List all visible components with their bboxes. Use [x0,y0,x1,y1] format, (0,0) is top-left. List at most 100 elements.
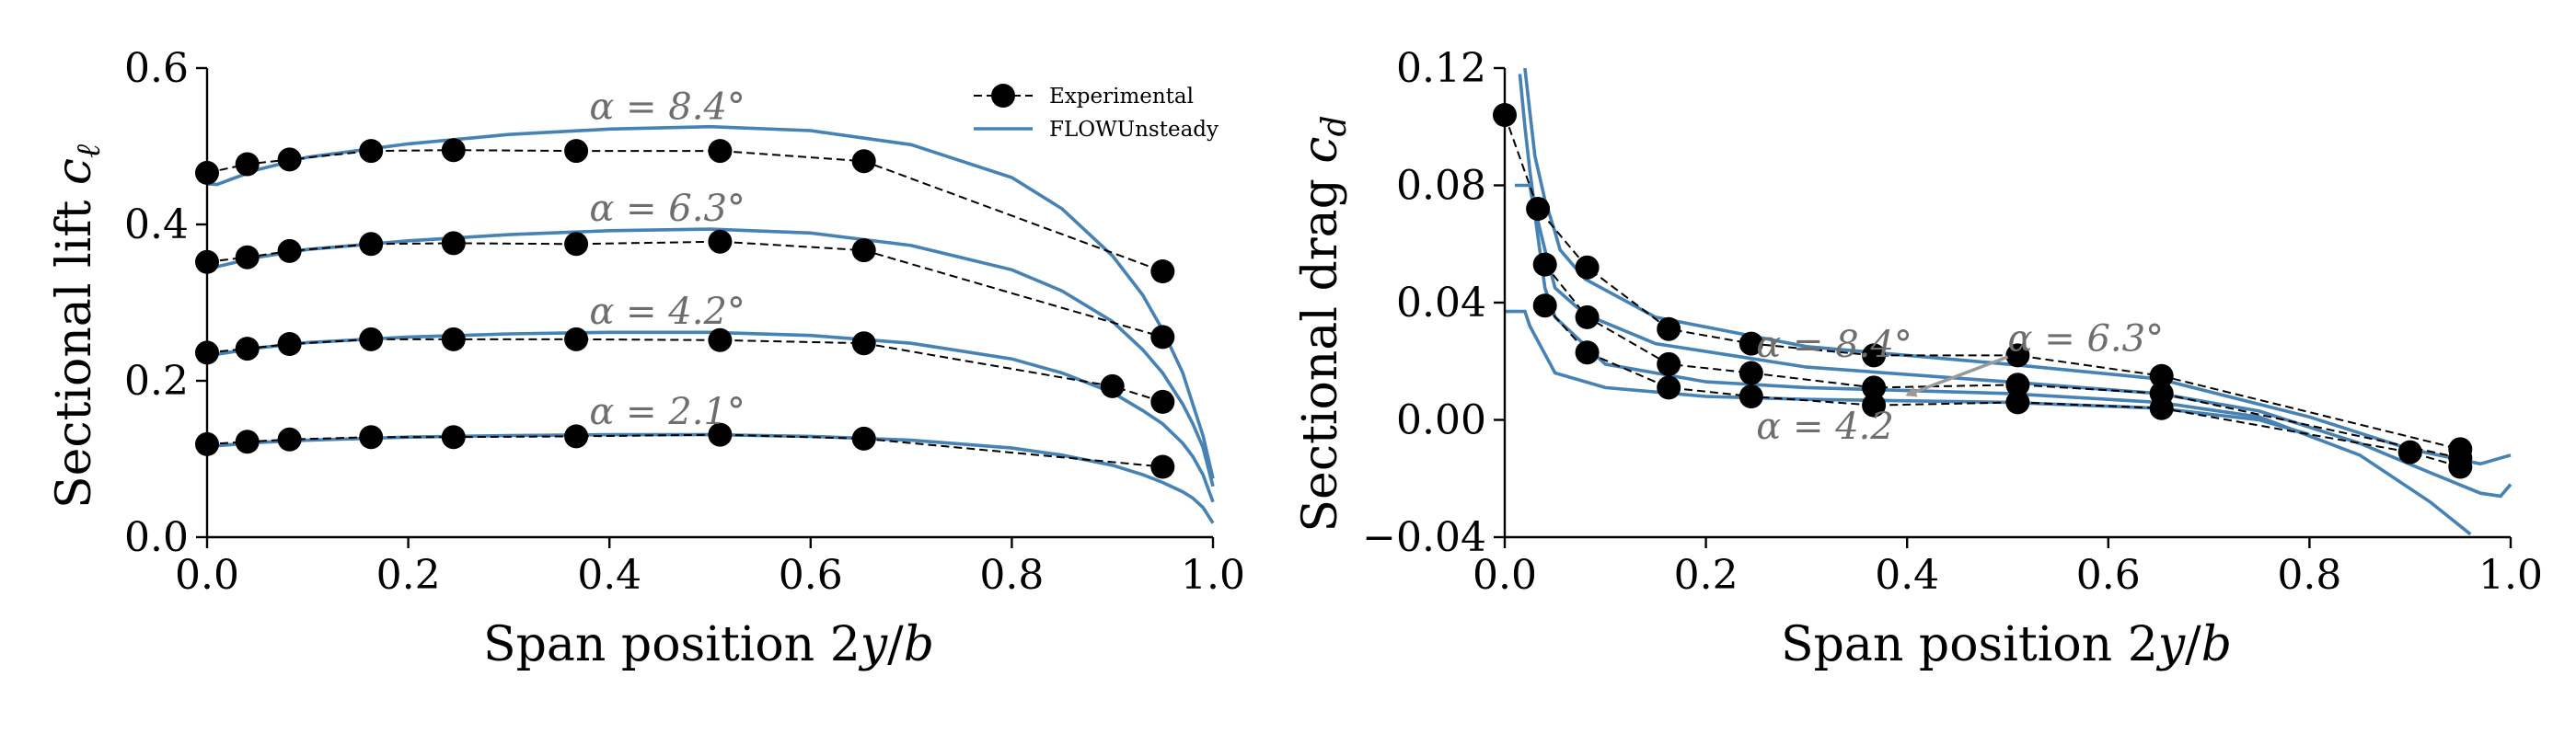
lift-experimental-point [235,245,260,270]
lift-experimental-point [1150,454,1175,479]
lift-experimental-point [277,147,302,172]
lift-x-tick-label: 0.4 [577,552,641,599]
lift-experimental-point [1150,259,1175,283]
drag-simulation-lines [1505,68,2512,536]
lift-experimental-point [564,327,589,351]
lift-experimental-point [1100,373,1125,398]
drag-experimental-point [1739,361,1763,385]
drag-x-tick-label: 0.8 [2277,552,2341,599]
drag-experimental-point [1532,252,1557,277]
legend: Experimental FLOWUnsteady [974,84,1219,142]
drag-experimental-point [1657,316,1681,341]
lift-experimental-point [441,327,466,351]
drag-experimental-point [1739,331,1763,356]
drag-x-tick-label: 0.2 [1674,552,1739,599]
drag-x-tick-label: 0.4 [1875,552,1939,599]
lift-experimental-point [851,149,876,174]
lift-experimental-point [235,430,260,454]
lift-experimental-point [359,139,384,164]
lift-y-axis-label: Sectional lift cℓ [47,144,108,509]
drag-panel: 0.0 0.2 0.4 0.6 0.8 1.0−0.040.000.040.080.12 … [1293,45,2543,672]
drag-x-axis-label: Span position 2y/b [1781,617,2232,672]
drag-experimental-series [1493,103,2473,479]
lift-x-tick-label: 0.0 [175,552,239,599]
legend-label-experimental: Experimental [1049,85,1194,109]
lift-experimental-point [277,427,302,452]
lift-annotations: α = 8.4° α = 6.3° α = 4.2° α = 2.1° [589,86,745,433]
lift-experimental-point [235,337,260,361]
drag-experimental-point [2149,396,2174,420]
drag-experimental-line-1 [1543,263,2461,459]
drag-experimental-point [1532,293,1557,318]
lift-experimental-point [1150,325,1175,350]
lift-alpha-annotation: α = 8.4° [589,86,745,128]
drag-experimental-point [1862,375,1887,400]
drag-x-tick-label: 1.0 [2478,552,2543,599]
drag-y-axis-label: Sectional drag cd [1293,115,1354,532]
drag-y-tick-label: 0.04 [1396,280,1486,327]
legend-experimental-marker [991,84,1015,108]
legend-label-flowunsteady: FLOWUnsteady [1049,118,1219,142]
drag-x-tick-label: 0.6 [2076,552,2141,599]
drag-y-tick-label: 0.08 [1396,163,1486,210]
drag-x-tick-label: 0.0 [1473,552,1537,599]
drag-experimental-point [1657,375,1681,400]
lift-y-tick-label: 0.4 [124,201,189,248]
drag-experimental-point [1862,393,1887,418]
lift-experimental-point [277,332,302,356]
lift-simulation-line-3 [206,432,1215,524]
drag-y-tick-label: 0.12 [1396,45,1486,92]
lift-experimental-point [708,327,733,352]
drag-experimental-point [2397,440,2422,464]
lift-alpha-annotation: α = 6.3° [589,188,745,230]
lift-y-tick-label: 0.0 [124,514,189,561]
drag-experimental-point [2149,363,2174,388]
lift-alpha-annotation: α = 2.1° [589,391,745,433]
legend-entry-experimental: Experimental [974,84,1194,109]
lift-panel: 0.0 0.2 0.4 0.6 0.8 1.00.00.20.40.6 α = 8.4°α… [47,45,1245,672]
lift-experimental-point [851,331,876,356]
lift-experimental-point [708,139,733,164]
lift-simulation-line-2 [206,330,1215,503]
lift-experimental-point [235,152,260,177]
lift-alpha-annotation: α = 4.2° [589,291,745,333]
lift-x-axis-label: Span position 2y/b [483,617,934,672]
drag-alpha-annotation: α = 8.4° [1756,324,1912,366]
lift-simulation-line-1 [206,227,1215,487]
lift-experimental-point [564,232,589,257]
lift-experimental-point [1150,389,1175,414]
legend-entry-flowunsteady: FLOWUnsteady [974,118,1219,142]
lift-y-tick-label: 0.2 [124,358,189,405]
lift-experimental-point [441,138,466,163]
drag-experimental-point [2005,390,2030,415]
drag-experimental-point [1575,340,1600,365]
lift-experimental-point [851,238,876,263]
drag-alpha-annotation: α = 4.2 [1756,406,1894,448]
drag-simulation-line-3 [1505,309,2310,437]
drag-experimental-line-2 [1543,304,2461,468]
drag-experimental-point [1657,351,1681,376]
drag-y-tick-label: 0.00 [1396,397,1486,444]
drag-experimental-line-0 [1504,114,2461,451]
drag-axes: 0.0 0.2 0.4 0.6 0.8 1.0 −0.04 0.00 0.04 0.08 0.12 [1362,45,2543,599]
lift-experimental-point [851,426,876,451]
lift-x-tick-label: 1.0 [1181,552,1245,599]
lift-experimental-point [564,139,589,164]
drag-simulation-line-0 [1523,68,2512,466]
drag-experimental-point [1526,197,1551,221]
lift-x-tick-label: 0.8 [979,552,1044,599]
drag-experimental-point [1575,304,1600,329]
drag-experimental-point [2448,454,2473,479]
drag-experimental-point [1575,255,1600,280]
lift-x-tick-label: 0.2 [376,552,441,599]
drag-simulation-line-2 [1514,183,2472,536]
drag-y-tick-label: −0.04 [1362,514,1486,561]
lift-experimental-point [441,231,466,256]
drag-alpha-annotation: α = 6.3° [2008,318,2165,361]
drag-experimental-point [2005,373,2030,397]
lift-experimental-point [708,422,733,447]
lift-experimental-point [277,238,302,263]
drag-annotations: α = 8.4° α = 6.3° α = 4.2 [1756,318,2164,449]
lift-y-tick-label: 0.6 [124,45,189,92]
